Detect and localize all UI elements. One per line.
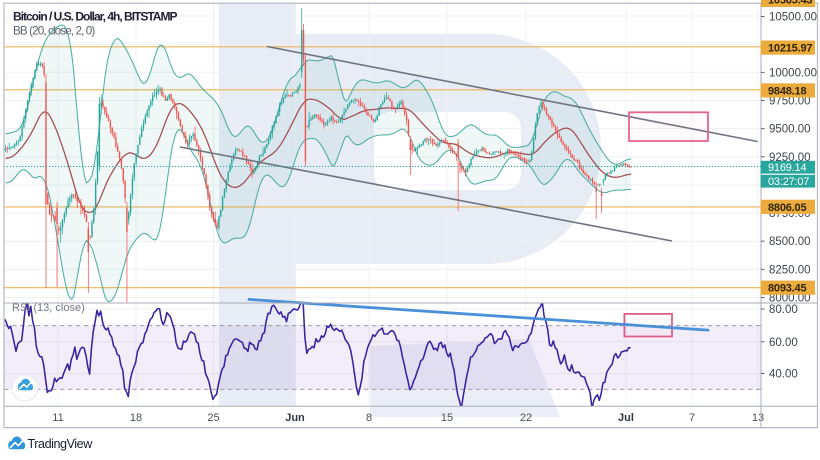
svg-text:10565.43: 10565.43 [768,0,812,6]
svg-text:9848.18: 9848.18 [768,85,806,97]
svg-text:03:27:07: 03:27:07 [768,176,809,188]
svg-text:Jul: Jul [618,412,634,424]
svg-text:7: 7 [689,412,695,424]
svg-text:10215.97: 10215.97 [768,43,812,55]
svg-text:8500.00: 8500.00 [769,236,811,248]
svg-text:13: 13 [752,412,764,424]
svg-text:Jun: Jun [285,412,305,424]
svg-text:15: 15 [441,412,453,424]
svg-text:Bitcoin / U.S. Dollar, 4h, BIT: Bitcoin / U.S. Dollar, 4h, BITSTAMP [13,10,177,24]
svg-text:9750.00: 9750.00 [769,96,811,108]
svg-text:TradingView: TradingView [28,437,94,451]
svg-text:25: 25 [207,412,219,424]
svg-text:10000.00: 10000.00 [769,67,817,79]
svg-text:18: 18 [130,412,142,424]
svg-text:8: 8 [366,412,372,424]
svg-text:80.00: 80.00 [769,304,798,316]
svg-text:40.00: 40.00 [769,369,798,381]
svg-text:RSI (13, close): RSI (13, close) [12,302,85,314]
svg-text:11: 11 [52,412,63,424]
svg-text:8806.05: 8806.05 [768,202,806,214]
svg-text:9500.00: 9500.00 [769,124,811,136]
svg-text:9169.14: 9169.14 [768,162,806,174]
svg-text:BB (20, close, 2, 0): BB (20, close, 2, 0) [13,25,95,38]
svg-text:8093.45: 8093.45 [768,283,806,295]
svg-text:8000.00: 8000.00 [769,293,811,305]
svg-text:22: 22 [520,412,532,424]
svg-text:8250.00: 8250.00 [769,264,811,276]
svg-text:60.00: 60.00 [769,337,798,349]
svg-text:10500.00: 10500.00 [769,12,817,24]
